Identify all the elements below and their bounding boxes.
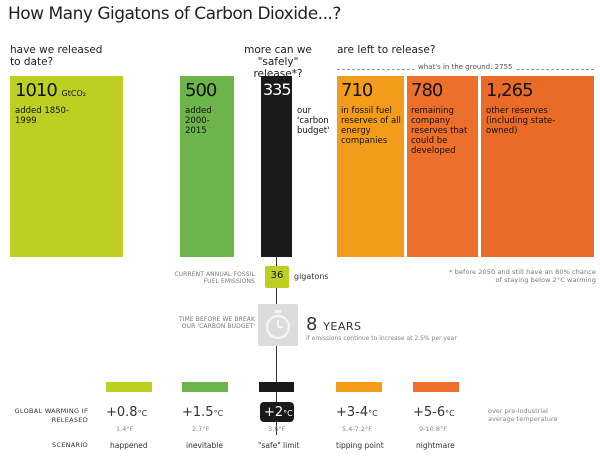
emissions-badge [265, 266, 289, 288]
warming-swatch-nightmare [413, 382, 459, 392]
page-title: How Many Gigatons of Carbon Dioxide...? [8, 4, 341, 24]
bar-desc-other-reserves: other reserves (including state-owned) [486, 106, 556, 136]
question-released: have we released to date? [10, 44, 103, 68]
bar-value-1850-1999: 1010 [15, 80, 58, 101]
scenario-tipping-point: tipping point [336, 441, 384, 450]
time-note: if emissions continue to increase at 2.5… [306, 335, 457, 342]
warming-swatch-happened [106, 382, 152, 392]
scenario-inevitable: inevitable [186, 441, 223, 450]
scenario-label: SCENARIO [51, 441, 88, 449]
timeline-line [276, 257, 277, 435]
warming-c-safe-limit: +2 [264, 405, 284, 420]
bar-desc-1850-1999: added 1850-1999 [15, 106, 70, 126]
bar-desc-company-reserves: in fossil fuel reserves of all energy co… [341, 106, 401, 146]
scenario-safe-limit: "safe" limit [258, 441, 300, 450]
bar-value-other-reserves: 1,265 [486, 80, 534, 101]
stopwatch-icon [265, 310, 291, 340]
safe-limit-badge [260, 402, 294, 422]
scenario-happened: happened [110, 441, 148, 450]
warming-swatch-inevitable [182, 382, 228, 392]
warming-label: GLOBAL WARMING IF RELEASED [14, 407, 88, 424]
warming-unit: °C [445, 409, 455, 418]
emissions-label: CURRENT ANNUAL FOSSIL FUEL EMISSIONS [174, 271, 255, 285]
time-label: TIME BEFORE WE BREAK OUR 'CARBON BUDGET' [178, 316, 255, 330]
question-left: are left to release? [337, 44, 436, 56]
warming-f-inevitable: 2.7°F [192, 425, 210, 433]
warming-swatch-tipping-point [336, 382, 382, 392]
warming-f-safe-limit: 3.6°F [268, 425, 286, 433]
bar-desc-carbon-budget: our 'carbon budget' [297, 106, 330, 136]
warming-f-nightmare: 9-10.8°F [419, 425, 447, 433]
bar-remaining-reserves [407, 76, 478, 257]
bar-desc-2000-2015: added 2000-2015 [185, 106, 212, 136]
warming-f-tipping-point: 5.4-7.2°F [342, 425, 373, 433]
bar-other-reserves [481, 76, 594, 257]
warming-c-tipping-point: +3-4 [336, 405, 369, 420]
warming-c-happened: +0.8 [106, 405, 138, 420]
bar-carbon-budget [261, 76, 292, 257]
footnote: * before 2050 and still have an 80% chan… [449, 268, 596, 284]
scenario-nightmare: nightmare [416, 441, 455, 450]
warming-unit: °C [213, 409, 224, 418]
bar-value-company-reserves: 710 [341, 80, 373, 101]
warming-f-happened: 1.4°F [116, 425, 134, 433]
emissions-value: 36 [270, 270, 284, 281]
bar-desc-remaining-reserves: remaining company reserves that could be… [411, 106, 468, 156]
in-ground-label: what's in the ground: 2755 [414, 63, 517, 71]
emissions-unit: gigatons [294, 272, 329, 281]
warming-c-nightmare: +5-6 [413, 405, 446, 420]
warming-unit: °C [283, 409, 293, 418]
bar-unit: GtCO₂ [61, 89, 86, 98]
bar-value-2000-2015: 500 [185, 80, 217, 101]
warming-swatch-safe-limit [259, 382, 294, 392]
warming-unit: °C [137, 409, 148, 418]
time-number: 8 [306, 314, 318, 335]
bar-value-remaining-reserves: 780 [411, 80, 443, 101]
bar-2000-2015 [180, 76, 234, 257]
time-unit: YEARS [323, 320, 362, 333]
bar-1850-1999 [10, 76, 123, 257]
warming-c-inevitable: +1.5 [182, 405, 214, 420]
warming-note: over pre-industrial average temperature [488, 407, 558, 423]
bar-value-carbon-budget: 335 [263, 80, 292, 99]
bar-company-reserves [337, 76, 404, 257]
question-more: more can we "safely" release*? [244, 44, 312, 80]
warming-unit: °C [368, 409, 378, 418]
